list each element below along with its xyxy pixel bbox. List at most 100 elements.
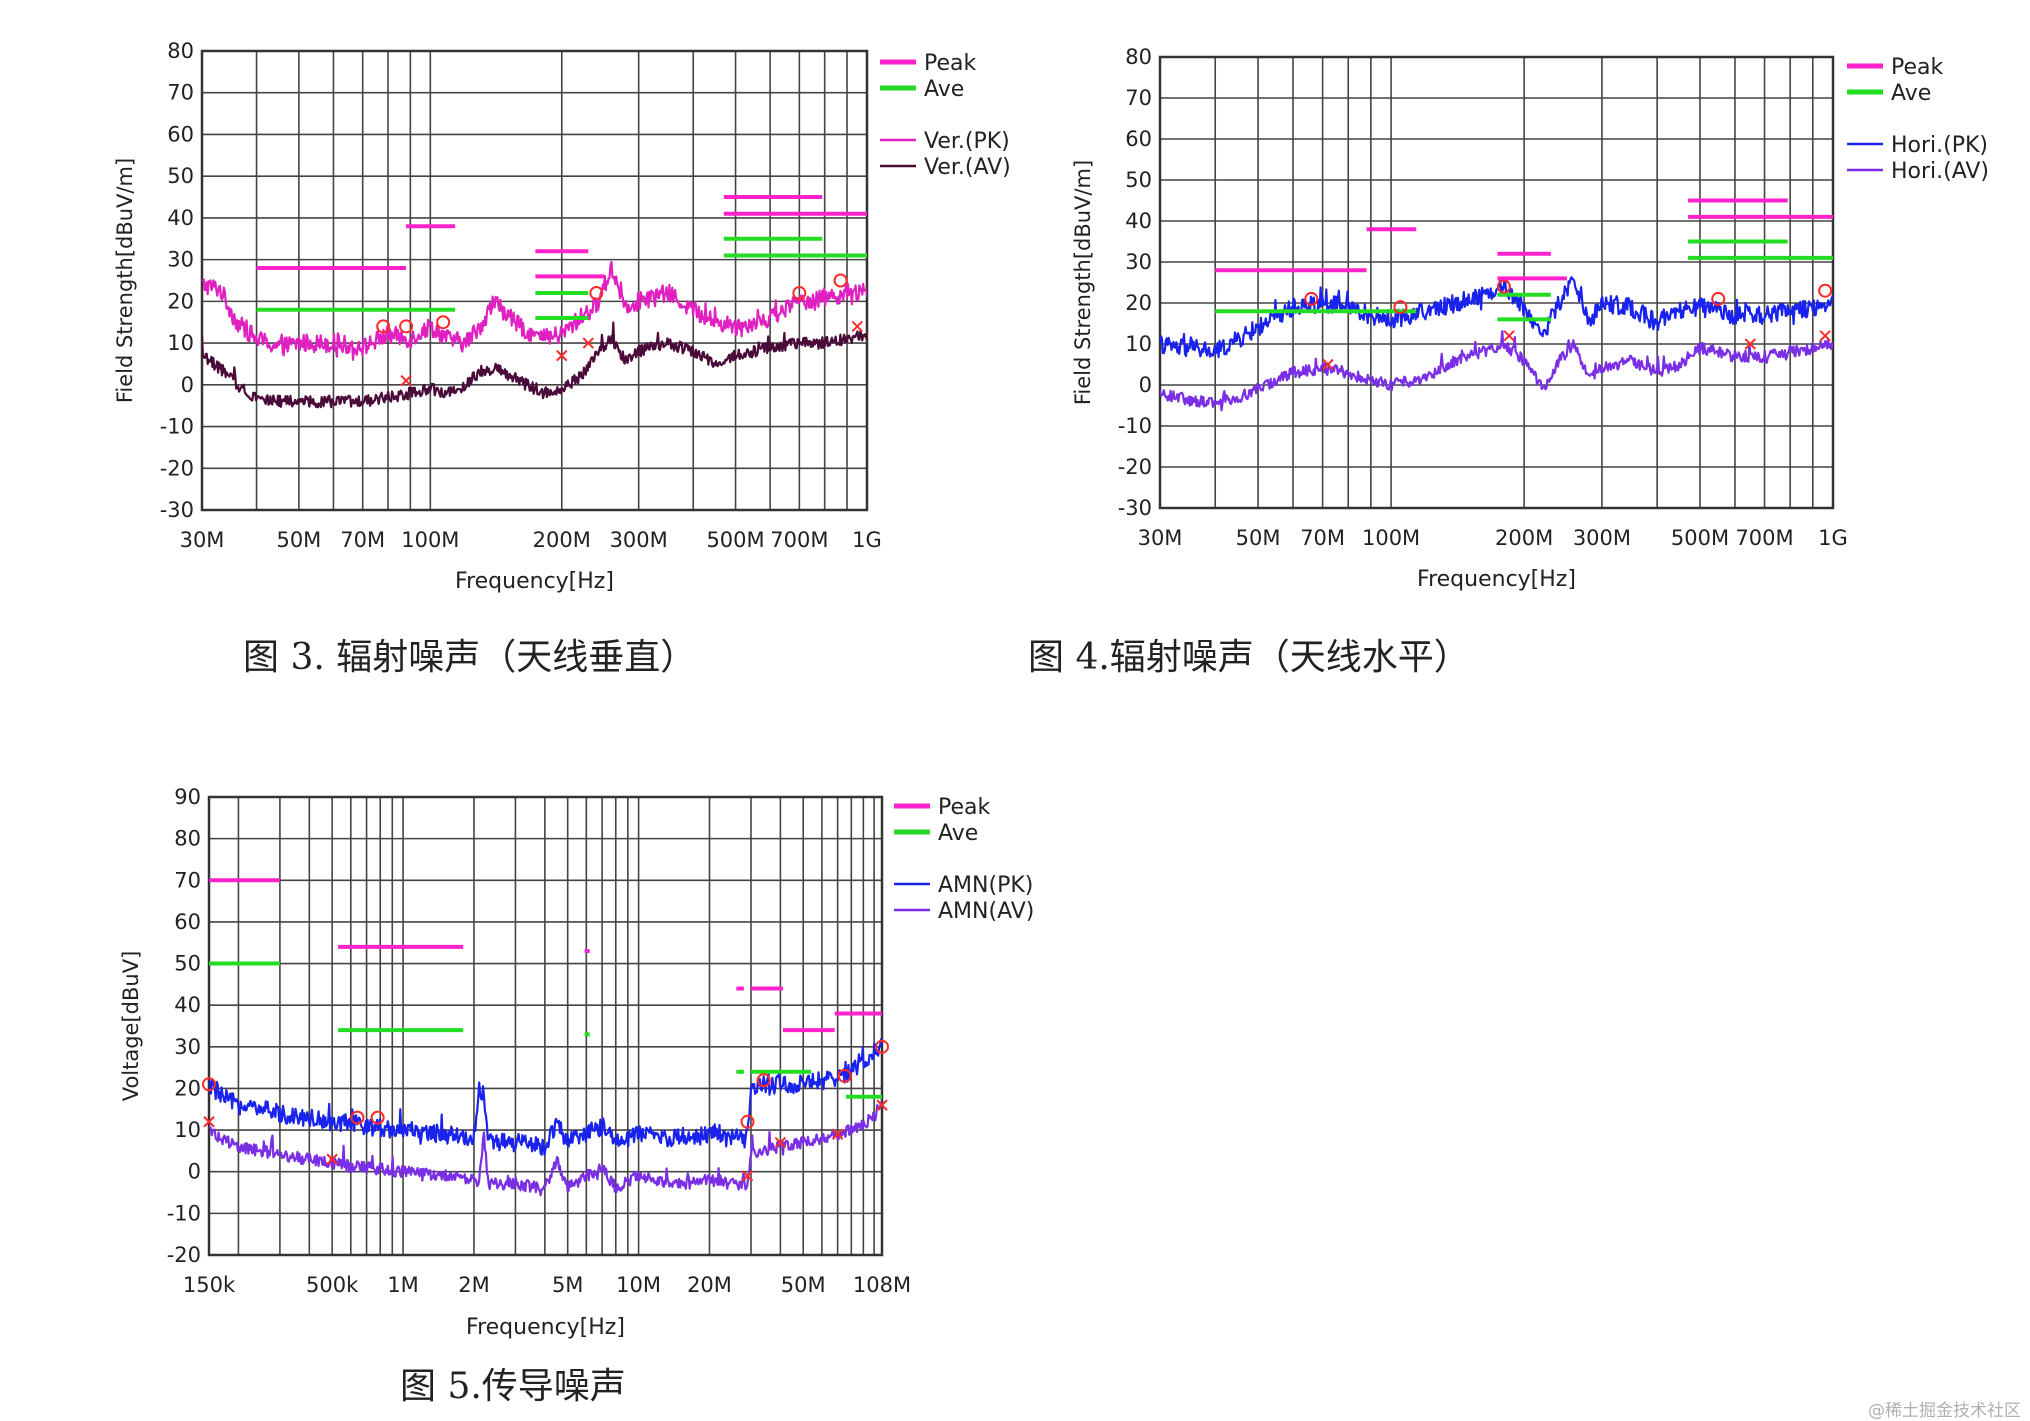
y-tick-label: 10 — [1125, 332, 1152, 356]
series-group — [1160, 276, 1833, 412]
y-axis-label: Field Strength[dBuV/m] — [1071, 160, 1095, 405]
y-tick-label: -20 — [160, 456, 194, 480]
peak-marker-circle — [1393, 300, 1408, 315]
series-line-average — [202, 321, 867, 409]
x-tick-label: 100M — [401, 528, 459, 552]
plot-area — [202, 51, 867, 510]
x-axis-label: Frequency[Hz] — [455, 569, 614, 594]
peak-marker-cross — [741, 1170, 754, 1182]
peak-marker-cross — [400, 374, 412, 387]
y-tick-label: 0 — [1139, 373, 1152, 397]
x-tick-label: 1G — [852, 528, 882, 552]
y-tick-label: 40 — [1125, 209, 1152, 233]
legend-label: AMN(PK) — [938, 873, 1033, 898]
limit-lines — [209, 878, 882, 1099]
y-tick-label: 60 — [174, 910, 201, 934]
peak-marker-circle — [1496, 279, 1511, 294]
y-axis-label: Field Strength[dBuV/m] — [113, 158, 137, 403]
peak-marker-cross — [582, 337, 594, 349]
x-tick-label: 700M — [1735, 526, 1793, 550]
x-tick-label: 500M — [706, 528, 764, 552]
y-tick-label: -20 — [1118, 455, 1152, 479]
y-tick-label: 30 — [174, 1035, 201, 1059]
y-tick-label: 50 — [174, 952, 201, 976]
y-tick-label: -10 — [1118, 414, 1152, 438]
y-tick-label: 70 — [1125, 86, 1152, 110]
y-tick-label: 30 — [167, 248, 194, 272]
legend-label: Ver.(PK) — [924, 129, 1010, 154]
plot-frame — [207, 795, 884, 1257]
peak-marker-cross — [203, 1116, 215, 1128]
x-tick-label: 1G — [1818, 526, 1848, 550]
caption-fig4: 图 4.辐射噪声（天线水平） — [1028, 637, 1470, 678]
x-tick-label: 700M — [770, 528, 828, 552]
series-line-peak — [202, 260, 867, 361]
peak-marker-cross — [1744, 338, 1757, 350]
markers — [376, 273, 863, 387]
legend-label: Ave — [1891, 81, 1931, 106]
series-line-peak — [209, 1038, 882, 1157]
series-line-peak — [1160, 276, 1833, 359]
peak-marker-circle — [756, 1073, 771, 1088]
y-tick-label: 60 — [1125, 127, 1152, 151]
markers — [1304, 279, 1833, 371]
chart-fig5: -20 -10 0 10 20 30 40 50 60 70 80 90 150k 500k 1M 2M 5M 1… — [119, 785, 1034, 1340]
series-line-average — [1160, 330, 1833, 412]
legend-label: AMN(AV) — [938, 899, 1034, 924]
y-tick-label: 0 — [181, 373, 194, 397]
limit-lines — [256, 195, 867, 321]
x-axis-label: Frequency[Hz] — [1417, 567, 1576, 592]
caption-fig5: 图 5.传导噪声 — [400, 1366, 626, 1407]
y-tick-label: 80 — [1125, 45, 1152, 69]
legend-label: Ver.(AV) — [924, 155, 1011, 180]
y-tick-label: 20 — [167, 289, 194, 313]
y-tick-label: 20 — [174, 1076, 201, 1100]
x-tick-label: 30M — [180, 528, 225, 552]
x-tick-label: 70M — [340, 528, 385, 552]
x-tick-label: 2M — [458, 1273, 489, 1297]
peak-marker-circle — [792, 286, 807, 301]
series-line-average — [209, 1101, 882, 1197]
markers — [202, 1039, 889, 1182]
y-tick-label: 90 — [174, 785, 201, 809]
limit-lines — [1215, 198, 1833, 322]
legend-label: Ave — [924, 77, 964, 102]
legend-label: Hori.(AV) — [1891, 159, 1989, 184]
y-tick-label: 70 — [174, 868, 201, 892]
y-tick-label: 30 — [1125, 250, 1152, 274]
y-tick-label: -10 — [160, 415, 194, 439]
peak-marker-circle — [1711, 291, 1726, 306]
peak-marker-circle — [740, 1114, 755, 1129]
legend-label: Ave — [938, 821, 978, 846]
x-tick-label: 50M — [1236, 526, 1281, 550]
x-tick-label: 50M — [276, 528, 321, 552]
y-tick-label: 10 — [167, 331, 194, 355]
y-tick-label: 40 — [174, 993, 201, 1017]
x-tick-label: 108M — [853, 1273, 911, 1297]
x-tick-label: 20M — [687, 1273, 732, 1297]
y-tick-label: 20 — [1125, 291, 1152, 315]
y-tick-label: -10 — [167, 1201, 201, 1225]
peak-marker-cross — [556, 349, 568, 362]
y-tick-label: 80 — [167, 39, 194, 63]
peak-marker-cross — [1819, 330, 1831, 342]
plot-area — [1160, 57, 1833, 508]
series-group — [202, 260, 867, 409]
peak-marker-cross — [1503, 330, 1515, 342]
peak-marker-circle — [833, 273, 848, 288]
x-tick-label: 200M — [1495, 526, 1553, 550]
peak-marker-cross — [851, 320, 863, 333]
y-axis-label: Voltage[dBuV] — [119, 951, 143, 1102]
y-tick-label: 40 — [167, 206, 194, 230]
caption-fig3: 图 3. 辐射噪声（天线垂直） — [243, 637, 697, 678]
peak-marker-circle — [350, 1110, 365, 1125]
y-tick-label: 10 — [174, 1118, 201, 1142]
peak-marker-cross — [326, 1153, 338, 1165]
peak-marker-cross — [774, 1136, 787, 1149]
peak-marker-circle — [1818, 283, 1833, 298]
x-tick-label: 10M — [616, 1273, 661, 1297]
